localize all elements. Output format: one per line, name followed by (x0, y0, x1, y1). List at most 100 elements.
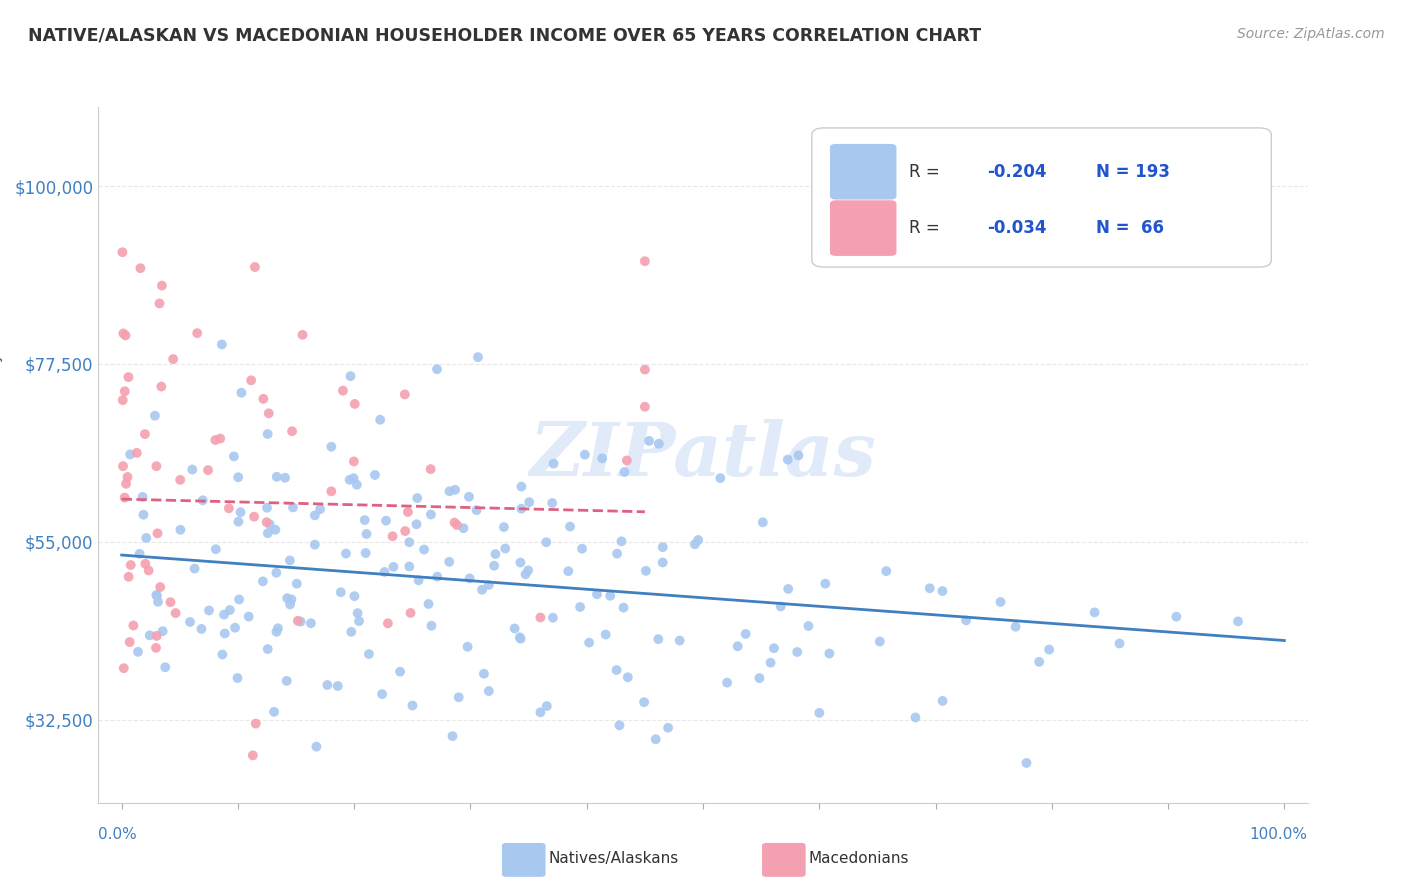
Point (752, 516, 775, 530)
Point (606, 663, 628, 677)
Point (683, 537, 706, 551)
Point (543, 457, 565, 471)
Point (134, 427, 156, 442)
Point (149, 580, 172, 594)
Point (117, 470, 139, 484)
Point (238, 609, 260, 624)
Point (904, 710, 927, 724)
Point (364, 467, 387, 482)
Point (1004, 620, 1026, 634)
Point (1015, 756, 1038, 770)
Point (146, 595, 169, 609)
Point (204, 433, 226, 447)
Point (374, 565, 396, 579)
Point (256, 515, 278, 529)
Point (150, 278, 173, 293)
Point (613, 465, 636, 479)
Point (453, 521, 475, 535)
Point (145, 588, 167, 602)
Point (326, 679, 349, 693)
Point (276, 673, 298, 688)
Text: 100.0%: 100.0% (1250, 827, 1308, 841)
Point (285, 576, 308, 591)
Point (242, 748, 264, 763)
Point (406, 491, 429, 505)
Point (797, 619, 820, 633)
Point (332, 384, 354, 398)
Point (131, 490, 153, 504)
Point (457, 640, 479, 654)
Point (517, 495, 540, 509)
Point (634, 254, 657, 268)
Point (875, 564, 897, 578)
Point (169, 523, 191, 537)
Point (918, 581, 941, 595)
Point (818, 647, 841, 661)
Point (304, 538, 326, 552)
Point (458, 490, 481, 504)
Point (638, 434, 661, 448)
Point (245, 716, 267, 731)
Point (503, 622, 526, 636)
Point (541, 610, 564, 624)
Point (869, 634, 891, 648)
Point (228, 515, 250, 529)
Point (148, 296, 170, 310)
Point (218, 501, 240, 516)
Point (371, 687, 394, 701)
Point (441, 729, 464, 743)
Point (408, 574, 430, 588)
Point (132, 508, 155, 522)
Point (256, 500, 278, 515)
Point (472, 666, 495, 681)
Point (595, 627, 617, 641)
Point (709, 471, 731, 485)
Point (688, 533, 710, 547)
Point (243, 260, 266, 274)
Point (571, 541, 593, 556)
Point (165, 606, 187, 620)
Point (657, 721, 679, 735)
Point (634, 400, 657, 414)
Point (115, 476, 138, 491)
Text: N =  66: N = 66 (1097, 219, 1164, 237)
Point (439, 484, 461, 499)
Point (769, 599, 792, 614)
Point (256, 642, 278, 657)
Point (145, 640, 167, 655)
Point (651, 556, 673, 570)
Point (139, 628, 162, 642)
Point (143, 409, 166, 423)
Point (146, 526, 169, 541)
Point (281, 424, 304, 438)
Point (209, 432, 232, 446)
Point (447, 690, 470, 705)
Point (776, 452, 799, 467)
Point (786, 645, 808, 659)
Point (1108, 636, 1130, 650)
Point (321, 440, 343, 454)
Point (212, 607, 235, 622)
Point (134, 557, 156, 571)
Point (413, 542, 436, 557)
Point (536, 699, 558, 714)
Point (420, 508, 443, 522)
Point (259, 517, 281, 532)
Text: R =: R = (908, 219, 945, 237)
Point (299, 616, 322, 631)
Point (231, 385, 253, 400)
Point (606, 547, 628, 561)
Point (356, 527, 378, 541)
Point (399, 606, 422, 620)
Point (117, 370, 139, 384)
Point (128, 547, 150, 561)
Point (280, 592, 302, 607)
Point (181, 462, 204, 476)
Point (211, 648, 233, 662)
Point (418, 597, 440, 611)
Point (339, 473, 361, 487)
Point (591, 451, 613, 466)
Point (252, 574, 274, 589)
Point (112, 661, 135, 675)
Point (609, 718, 631, 732)
